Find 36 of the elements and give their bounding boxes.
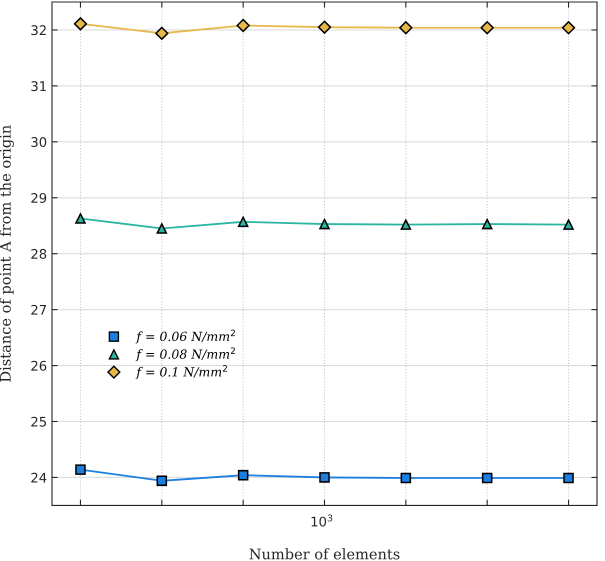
point [563,472,574,484]
point [155,26,168,40]
point [480,21,494,34]
point [399,21,412,34]
point [400,219,412,230]
point [236,18,250,32]
point [482,472,492,484]
point [562,21,576,34]
point [319,472,330,483]
y-tick-label: 25 [31,416,46,427]
point [563,219,574,230]
y-tick-label: 30 [31,137,46,148]
y-tick-label: 28 [31,248,46,259]
point [156,223,168,234]
legend-label: f = 0.06 N/mm$^{2}$ [136,330,235,344]
point [156,476,168,486]
point [74,17,88,30]
point [238,216,248,228]
point [400,472,412,484]
point [319,218,330,230]
legend-label: f = 0.08 N/mm$^{2}$ [136,347,235,362]
point [75,213,86,224]
y-tick-label: 27 [31,304,46,315]
y-tick-label: 31 [31,81,46,92]
x-axis-title: Number of elements [249,548,400,560]
y-tick-label: 32 [31,25,46,36]
y-tick-label: 26 [31,360,46,371]
y-tick-label: 24 [31,472,46,482]
legend-label: f = 0.1 N/mm$^{2}$ [136,365,227,380]
text: 10$^{3}$ [312,514,332,527]
point [75,464,86,475]
y-axis-title: Distance of point A from the origin [0,125,14,382]
point [318,20,332,34]
y-tick-label: 29 [31,192,46,203]
point [482,218,492,230]
point [238,470,248,480]
